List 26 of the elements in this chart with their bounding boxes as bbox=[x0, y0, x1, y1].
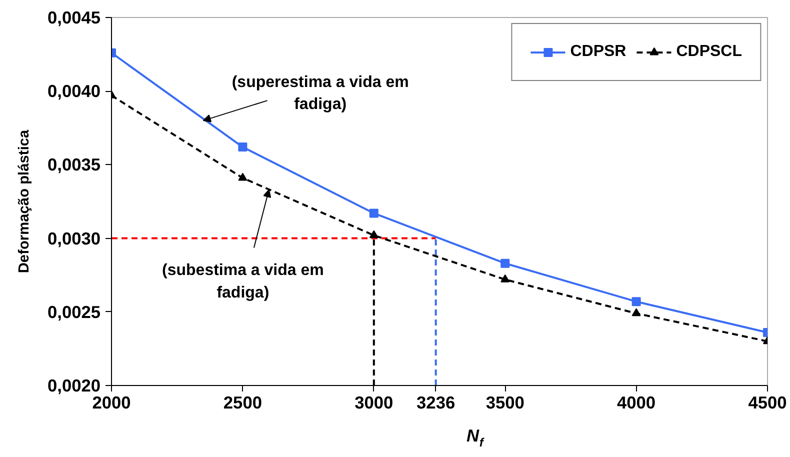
point bbox=[500, 258, 510, 268]
x-tick-label: 4000 bbox=[617, 392, 656, 412]
legend-label: CDPSR bbox=[570, 43, 626, 61]
annotation: (superestima a vida em fadiga) bbox=[232, 74, 409, 114]
y-tick-label: 0,0040 bbox=[48, 81, 100, 102]
legend-label: CDPSCL bbox=[676, 43, 742, 61]
y-tick-label: 0,0020 bbox=[48, 376, 100, 396]
x-tick-label: 3000 bbox=[354, 392, 394, 412]
x-tick-label: 3236 bbox=[416, 392, 456, 412]
x-tick-label: 2500 bbox=[223, 392, 262, 412]
point bbox=[238, 142, 248, 152]
y-tick-label: 0,0030 bbox=[48, 228, 100, 248]
y-axis-title: Deformação plástica bbox=[16, 128, 32, 274]
y-tick-label: 0,0025 bbox=[48, 302, 101, 322]
point bbox=[238, 172, 248, 181]
y-tick-label: 0,0045 bbox=[48, 8, 101, 28]
point bbox=[369, 208, 378, 218]
x-tick-label: 3500 bbox=[486, 392, 524, 412]
point bbox=[369, 230, 378, 238]
point bbox=[500, 274, 510, 282]
x-tick-label: 4500 bbox=[748, 392, 787, 412]
point bbox=[632, 297, 641, 306]
y-tick-label: 0,0035 bbox=[48, 154, 101, 175]
point bbox=[632, 308, 641, 316]
x-tick-label: 2000 bbox=[92, 392, 131, 412]
annotation: (subestima a vida em fadiga) bbox=[162, 262, 324, 302]
